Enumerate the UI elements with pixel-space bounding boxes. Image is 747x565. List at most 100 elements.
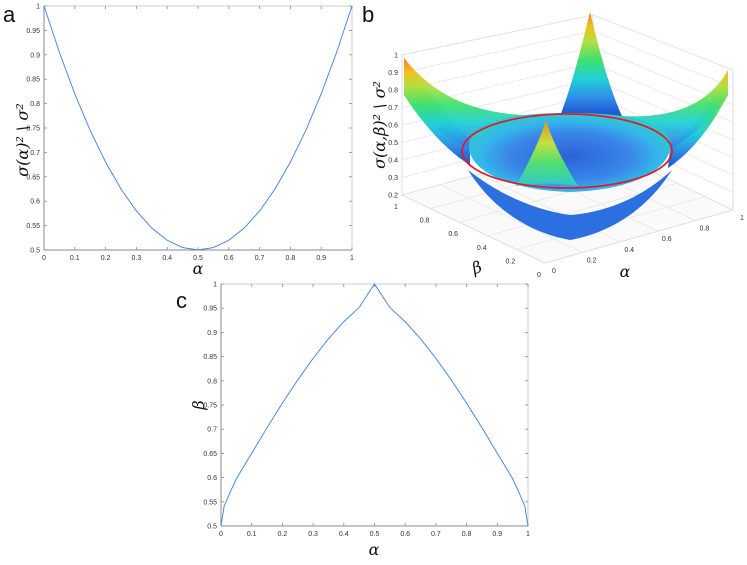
panel-b-surface-bowl bbox=[468, 113, 671, 192]
panel-c-x-tick-label: 0.1 bbox=[247, 531, 257, 538]
panel-c-series-line bbox=[220, 283, 529, 527]
panel-a-x-tick-label: 0.4 bbox=[162, 255, 172, 262]
panel-a-x-tick-label: 0.1 bbox=[70, 255, 80, 262]
panel-a-y-tick-label: 0.65 bbox=[26, 174, 40, 181]
panel-b-surface-right-lobe bbox=[668, 70, 728, 168]
panel-b-alpha-tick-label: 1 bbox=[740, 215, 744, 222]
panel-c-y-tick-label: 0.75 bbox=[203, 403, 217, 410]
panel-a-y-tick-label: 0.5 bbox=[30, 248, 40, 255]
panel-b-wall-grid-line bbox=[592, 14, 734, 71]
panel-c-y-tick-label: 0.55 bbox=[203, 499, 217, 506]
panel-a-x-ticks: 0 0.1 0.2 0.3 0.4 0.5 0.6 0.7 0.8 0.9 1 bbox=[42, 6, 354, 262]
panel-b-surface bbox=[404, 12, 728, 240]
panel-c-x-tick-label: 0 bbox=[219, 531, 223, 538]
panel-b-surface-back-peak bbox=[560, 12, 622, 116]
panel-a-y-tick-label: 0.95 bbox=[26, 28, 40, 35]
panel-b-alpha-tick-label: 0.6 bbox=[662, 236, 672, 243]
panel-a-y-axis-label: σ(α)² \ σ² bbox=[13, 103, 32, 177]
panel-b-alpha-tick-label: 0.2 bbox=[587, 257, 597, 264]
panel-c: c 0 0.1 0.2 0.3 0.4 0.5 0.6 0.7 0.8 0.9 1 0.50.550… bbox=[176, 282, 530, 560]
panel-b: b 0.20.30.40.50.60.70.80.91 00.20.40.60.… bbox=[362, 2, 744, 281]
panel-c-x-tick-label: 1 bbox=[526, 531, 530, 538]
panel-a-x-tick-label: 0.2 bbox=[101, 255, 111, 262]
panel-b-wall-grid-line bbox=[401, 14, 594, 56]
panel-a-y-tick-label: 0.85 bbox=[26, 77, 40, 84]
panel-b-alpha-tick-label: 0.8 bbox=[700, 226, 710, 233]
panel-b-wall-grid-line bbox=[592, 78, 734, 141]
panel-b-alpha-tick-label: 0.4 bbox=[624, 247, 634, 254]
panel-b-z-tick-label: 0.8 bbox=[388, 88, 398, 95]
panel-b-surface-front-sheet bbox=[468, 170, 672, 240]
panel-b-z-tick-label: 0.9 bbox=[388, 70, 398, 77]
panel-c-letter: c bbox=[176, 288, 187, 313]
panel-b-letter: b bbox=[362, 2, 374, 27]
panel-b-beta-axis-label: β bbox=[468, 257, 484, 278]
panel-a-y-tick-label: 0.55 bbox=[26, 223, 40, 230]
panel-a-y-tick-label: 0.75 bbox=[26, 126, 40, 133]
panel-a-letter: a bbox=[3, 2, 16, 27]
panel-b-z-tick-label: 0.3 bbox=[388, 175, 398, 182]
panel-c-x-tick-label: 0.2 bbox=[278, 531, 288, 538]
panel-a-x-tick-label: 1 bbox=[350, 255, 354, 262]
panel-a-x-axis-label: α bbox=[193, 259, 204, 278]
panel-c-x-tick-label: 0.4 bbox=[339, 531, 349, 538]
panel-a-series-line bbox=[43, 5, 353, 251]
panel-b-floor-grid-line bbox=[440, 184, 583, 253]
panel-b-alpha-ticks: 0 0.2 0.4 0.6 0.8 1 bbox=[552, 215, 744, 275]
panel-a-frame bbox=[43, 5, 353, 251]
panel-c-y-tick-label: 0.8 bbox=[207, 378, 217, 385]
panel-c-y-tick-label: 0.85 bbox=[203, 354, 217, 361]
panel-b-z-ticks: 0.2 0.3 0.4 0.5 0.6 0.7 0.8 0.9 1 bbox=[388, 53, 398, 200]
panel-c-x-tick-label: 0.5 bbox=[370, 531, 380, 538]
panel-c-y-ticks: 0.5 0.55 0.6 0.65 0.7 0.75 0.8 0.85 0.9 0.95 1 bbox=[203, 282, 528, 531]
panel-b-beta-ticks: 0 0.2 0.4 0.6 0.8 1 bbox=[394, 204, 541, 279]
panel-b-z-tick-label: 0.7 bbox=[388, 105, 398, 112]
panel-c-x-axis-label: α bbox=[369, 540, 380, 559]
panel-c-y-tick-label: 0.9 bbox=[207, 330, 217, 337]
panel-a-x-tick-label: 0.5 bbox=[193, 255, 203, 262]
panel-a-y-tick-label: 0.7 bbox=[30, 150, 40, 157]
panel-c-y-axis-label: β bbox=[189, 400, 208, 410]
panel-b-alpha-axis-label: α bbox=[620, 262, 631, 281]
panel-b-alpha-tick-label: 0 bbox=[552, 268, 556, 275]
panel-c-y-tick-label: 0.95 bbox=[203, 306, 217, 313]
panel-a: a 0 0.1 0.2 0.3 0.4 0.5 0.6 0.7 0.8 0.9 1 0.50.550… bbox=[3, 2, 354, 278]
panel-b-beta-tick-label: 0.6 bbox=[448, 231, 458, 238]
panel-a-y-tick-label: 0.6 bbox=[30, 199, 40, 206]
panel-a-x-tick-label: 0.8 bbox=[286, 255, 296, 262]
panel-a-y-tick-label: 1 bbox=[36, 4, 40, 11]
panel-a-y-tick-label: 0.8 bbox=[30, 101, 40, 108]
panel-b-wall-grid-line bbox=[401, 30, 594, 73]
panel-b-wall-grid-line bbox=[401, 46, 594, 91]
panel-a-x-tick-label: 0.9 bbox=[316, 255, 326, 262]
panel-a-y-tick-label: 0.9 bbox=[30, 52, 40, 59]
panel-b-z-axis-label: σ(α,β)² \ σ² bbox=[370, 81, 389, 169]
panel-b-beta-tick-label: 0.8 bbox=[420, 218, 430, 225]
panel-a-x-tick-label: 0.3 bbox=[132, 255, 142, 262]
panel-c-x-tick-label: 0.9 bbox=[492, 531, 502, 538]
panel-b-z-tick-label: 0.2 bbox=[388, 193, 398, 200]
panel-c-x-tick-label: 0.8 bbox=[462, 531, 472, 538]
panel-b-z-tick-label: 1 bbox=[394, 53, 398, 60]
panel-c-x-tick-label: 0.7 bbox=[431, 531, 441, 538]
panel-b-z-tick-label: 0.6 bbox=[388, 123, 398, 130]
panel-a-x-tick-label: 0 bbox=[42, 255, 46, 262]
panel-b-beta-tick-label: 1 bbox=[394, 204, 398, 211]
panel-c-y-tick-label: 0.5 bbox=[207, 524, 217, 531]
panel-c-y-tick-label: 1 bbox=[213, 282, 217, 289]
panel-a-x-tick-label: 0.7 bbox=[255, 255, 265, 262]
panel-b-contour-ellipse bbox=[461, 113, 673, 189]
panel-c-x-ticks: 0 0.1 0.2 0.3 0.4 0.5 0.6 0.7 0.8 0.9 1 bbox=[219, 284, 530, 538]
panel-b-beta-tick-label: 0.2 bbox=[506, 258, 516, 265]
panel-b-z-tick-label: 0.4 bbox=[388, 158, 398, 165]
panel-b-beta-tick-label: 0 bbox=[537, 272, 541, 279]
panel-c-frame bbox=[220, 283, 529, 527]
panel-b-wall-grid-line bbox=[592, 30, 734, 88]
panel-c-x-tick-label: 0.3 bbox=[308, 531, 318, 538]
panel-a-y-ticks: 0.5 0.55 0.6 0.65 0.7 0.75 0.8 0.85 0.9 0.95 1 bbox=[26, 4, 352, 255]
panel-b-z-tick-label: 0.5 bbox=[388, 140, 398, 147]
panel-c-y-tick-label: 0.65 bbox=[203, 451, 217, 458]
panel-c-y-tick-label: 0.6 bbox=[207, 475, 217, 482]
panel-c-x-tick-label: 0.6 bbox=[400, 531, 410, 538]
